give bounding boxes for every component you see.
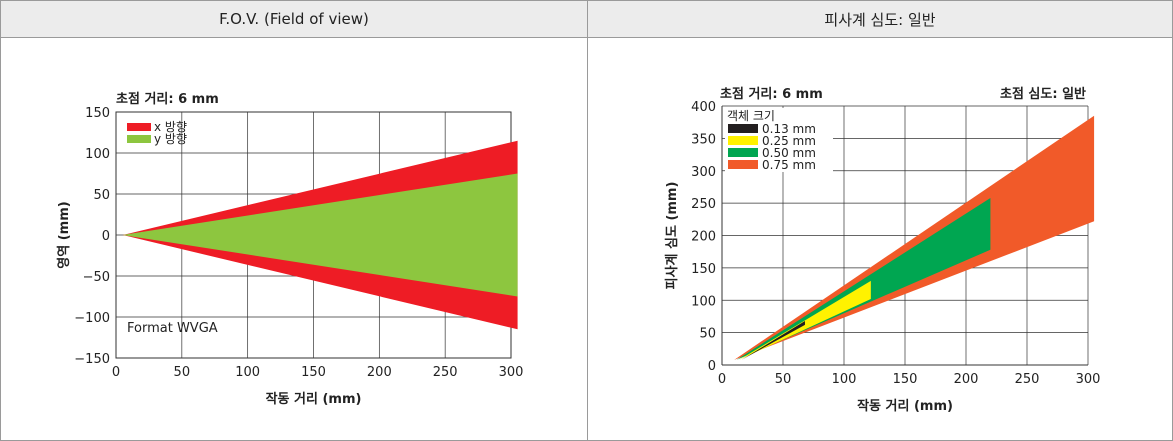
x-tick-label: 100 (832, 372, 857, 387)
y-tick-label: 0 (708, 359, 716, 374)
chart-title: 초점 거리: 6 mm (116, 91, 219, 107)
dof-area-0.50-mm (736, 197, 991, 360)
dof-panel: 피사계 심도: 일반 0 50 100 150 200 250 300 0 50 100 150 20… (587, 0, 1173, 441)
legend-label: y 방향 (154, 132, 187, 146)
format-annotation: Format WVGA (127, 321, 218, 336)
y-tick-label: 300 (691, 165, 716, 180)
fov-chart: 0 50 100 150 200 250 300 150 100 50 0 −50 −100 −150 x … (56, 91, 524, 407)
x-tick-label: 200 (954, 372, 979, 387)
y-tick-label: −50 (83, 270, 110, 285)
dof-area-0.75-mm (734, 115, 1095, 360)
y-tick-label: 50 (699, 327, 716, 342)
y-tick-label: 100 (85, 147, 110, 162)
chart-subtitle: 초점 심도: 일반 (1000, 86, 1086, 102)
y-tick-label: −150 (74, 352, 110, 367)
legend-swatch (728, 160, 758, 169)
x-tick-label: 0 (718, 372, 726, 387)
y-tick-label: 50 (93, 188, 110, 203)
y-axis-label: 영역 (mm) (56, 201, 72, 268)
dof-chart: 0 50 100 150 200 250 300 0 50 100 150 200 250 300 350 4… (664, 86, 1101, 414)
x-tick-label: 150 (893, 372, 918, 387)
x-tick-label: 250 (433, 365, 458, 380)
x-tick-label: 200 (367, 365, 392, 380)
legend-swatch (127, 135, 151, 143)
y-axis-label: 피사계 심도 (mm) (664, 182, 680, 290)
y-tick-label: 250 (691, 197, 716, 212)
y-tick-label: 150 (691, 262, 716, 277)
legend-swatch (127, 123, 151, 131)
x-axis-label: 작동 거리 (mm) (266, 391, 362, 407)
x-tick-label: 0 (112, 365, 120, 380)
legend-swatch (728, 124, 758, 133)
fov-panel: F.O.V. (Field of view) 0 50 100 150 200 250 30… (0, 0, 588, 441)
y-tick-label: 0 (102, 229, 110, 244)
y-tick-label: 150 (85, 106, 110, 121)
y-tick-label: −100 (74, 311, 110, 326)
dof-panel-header: 피사계 심도: 일반 (588, 1, 1172, 38)
legend-label: x 방향 (154, 120, 187, 134)
x-tick-label: 50 (174, 365, 191, 380)
x-tick-label: 250 (1015, 372, 1040, 387)
legend-label: 0.13 mm (762, 122, 816, 136)
fov-area-y-방향 (122, 173, 518, 297)
x-tick-label: 300 (499, 365, 524, 380)
x-tick-label: 50 (775, 372, 792, 387)
legend-label: 0.25 mm (762, 134, 816, 148)
legend-title: 객체 크기 (727, 109, 775, 123)
x-tick-label: 150 (301, 365, 326, 380)
y-tick-label: 200 (691, 230, 716, 245)
x-tick-label: 100 (235, 365, 260, 380)
x-axis-label: 작동 거리 (mm) (857, 398, 953, 414)
fov-panel-header: F.O.V. (Field of view) (1, 1, 587, 38)
x-tick-label: 300 (1076, 372, 1101, 387)
y-tick-label: 350 (691, 132, 716, 147)
dof-area-0.13-mm (741, 320, 805, 360)
y-tick-label: 100 (691, 294, 716, 309)
legend-swatch (728, 136, 758, 145)
legend-swatch (728, 148, 758, 157)
legend-label: 0.75 mm (762, 158, 816, 172)
chart-title: 초점 거리: 6 mm (720, 86, 823, 102)
y-tick-label: 400 (691, 100, 716, 115)
legend-label: 0.50 mm (762, 146, 816, 160)
